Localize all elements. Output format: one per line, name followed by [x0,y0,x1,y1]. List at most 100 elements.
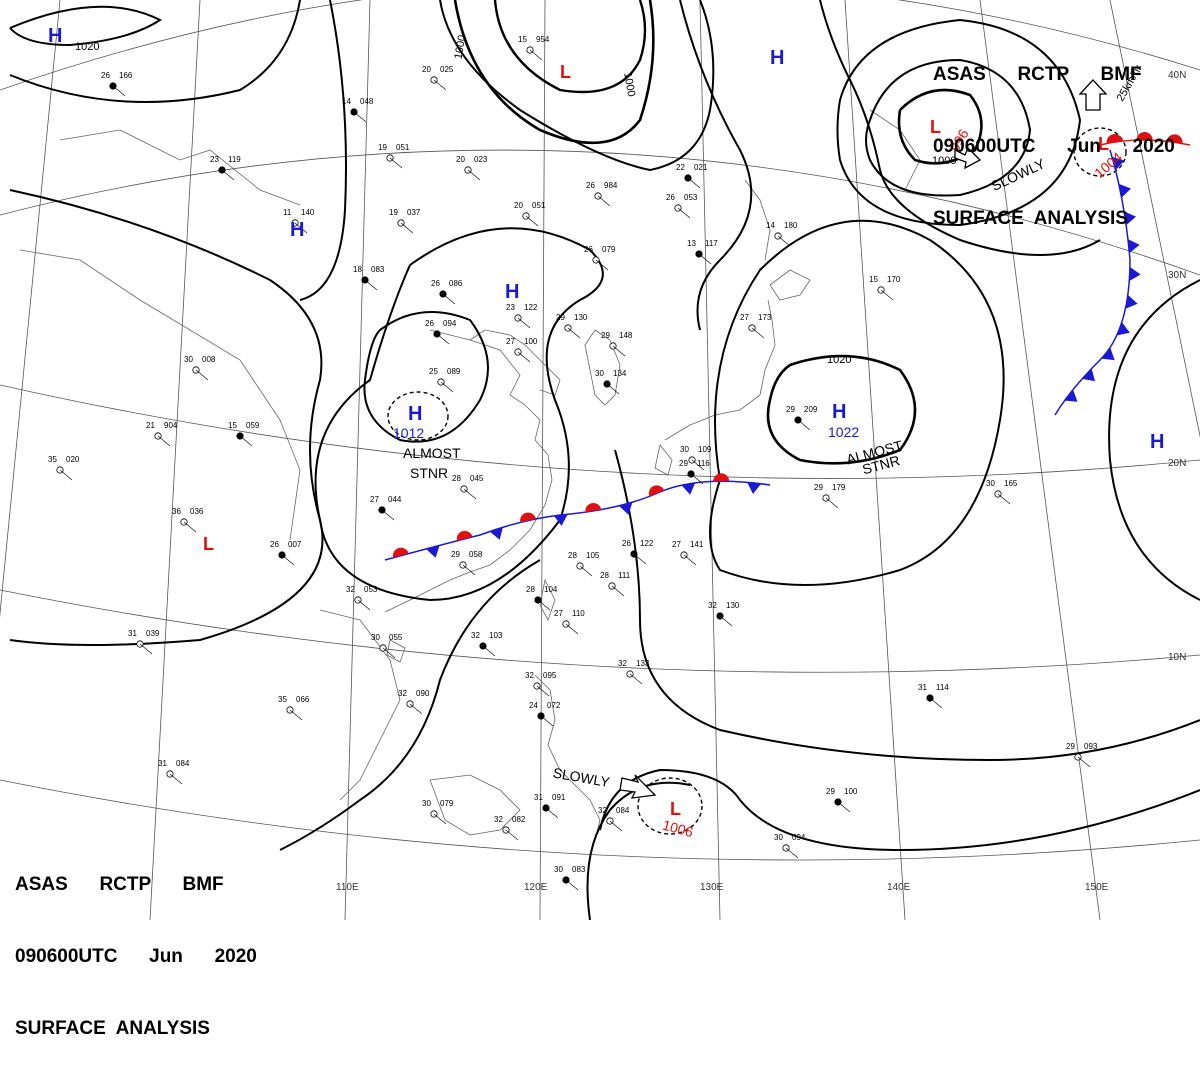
isobar-ne-low-outer [836,18,1082,227]
station-plot: 26 007 [270,540,302,566]
isobar-nw-high [9,5,162,47]
station-plot: 29 179 [814,483,846,509]
cold-front-triangle [1101,347,1115,361]
wind-barb [633,553,647,565]
isobar-label-1000-mongolia: 1000 [453,34,469,60]
station-plot: 26 166 [101,71,133,97]
wind-barb [537,599,551,611]
station-pressure: 140 [301,208,315,217]
wind-barb [825,497,839,509]
station-plot: 28 045 [452,474,484,500]
coast-japan-hokkaido [769,269,811,301]
station-pressure: 122 [640,539,654,548]
warm-front-semicircle [456,530,473,541]
wind-barb [409,703,423,715]
header-bottom-line1: ASAS RCTP BMF [15,874,224,895]
station-plot: 30 008 [184,355,216,381]
station-temperature: 32 [598,806,607,815]
wind-barb [381,509,395,521]
station-temperature: 14 [766,221,775,230]
station-temperature: 29 [814,483,823,492]
station-plot: 15 170 [869,275,901,301]
station-temperature: 19 [389,208,398,217]
cold-front-triangle [1116,322,1130,336]
small-circulations [387,127,1127,835]
cold-front-triangle [426,545,440,558]
station-temperature: 26 [586,181,595,190]
station-plot: 32 130 [708,601,740,627]
station-pressure: 048 [360,97,374,106]
wind-barb [777,235,791,247]
coast-japan-honshu [664,299,776,441]
station-plot: 29 093 [1066,742,1098,768]
station-temperature: 29 [826,787,835,796]
station-temperature: 20 [422,65,431,74]
station-temperature: 31 [534,793,543,802]
header-bottom-line2: 090600UTC Jun 2020 [15,946,257,967]
station-plot: 26 079 [584,245,616,271]
wind-barb [183,521,197,533]
station-plot: 29 100 [826,787,858,813]
wind-barb [221,169,235,181]
coast-sakhalin [744,179,771,261]
station-plot: 26 053 [666,193,698,219]
station-plot: 32 133 [618,659,650,685]
warm-front-path [1099,139,1191,146]
station-plot: 23 122 [506,303,538,329]
warm-front-semicircle [1166,134,1183,144]
station-pressure: 044 [388,495,402,504]
station-pressure: 084 [176,759,190,768]
wind-barb [690,473,704,485]
header-top-line1: ASAS RCTP BMF [933,64,1142,85]
wind-barb [929,697,943,709]
wind-barb [529,49,543,61]
station-pressure: 020 [66,455,80,464]
station-pressure: 100 [844,787,858,796]
wind-barb [139,643,153,655]
weather-map: 1020 1000 1000 1000 1020 110E 120E 130E … [0,0,1200,920]
isobar-lowcenter [493,0,647,94]
station-pressure: 179 [832,483,846,492]
wind-barb [540,715,554,727]
station-temperature: 30 [986,479,995,488]
lat-label-40n: 40N [1168,70,1186,81]
station-temperature: 28 [452,474,461,483]
station-plot: 28 104 [526,585,558,611]
station-temperature: 29 [786,405,795,414]
station-temperature: 28 [526,585,535,594]
isobar-west-ridge [9,189,324,646]
wind-barb [687,177,701,189]
station-plot: 30 094 [774,833,806,859]
station-pressure: 122 [524,303,538,312]
station-temperature: 21 [146,421,155,430]
wind-barb [785,847,799,859]
lat-label-30n: 30N [1168,270,1186,281]
wind-barb [364,279,378,291]
meridian-110e [344,0,371,920]
lon-label-140e: 140E [887,882,911,893]
wind-barb [353,111,367,123]
meridian-160e [1109,0,1200,438]
station-temperature: 32 [346,585,355,594]
station-temperature: 23 [210,155,219,164]
station-plot: 30 134 [595,369,627,395]
arrow-ne-low-icon [954,146,982,170]
station-pressure: 130 [726,601,740,610]
isobar-far-east [819,0,1101,256]
station-temperature: 32 [525,671,534,680]
station-plot: 14 180 [766,221,798,247]
wind-barb [525,215,539,227]
station-pressure: 066 [296,695,310,704]
wind-barb [1077,756,1091,768]
wind-barb [440,381,454,393]
station-plot: 24 072 [529,701,561,727]
wind-barb [463,488,477,500]
station-pressure: 094 [443,319,457,328]
station-plot: 19 037 [389,208,421,234]
station-pressure: 133 [636,659,650,668]
header-bottom: ASAS RCTP BMF 090600UTC Jun 2020 SURFACE… [15,825,257,1065]
wind-barb [442,293,456,305]
coast-indochina [319,609,401,801]
station-pressure: 007 [288,540,302,549]
dashed-circle-l1006 [637,777,703,835]
